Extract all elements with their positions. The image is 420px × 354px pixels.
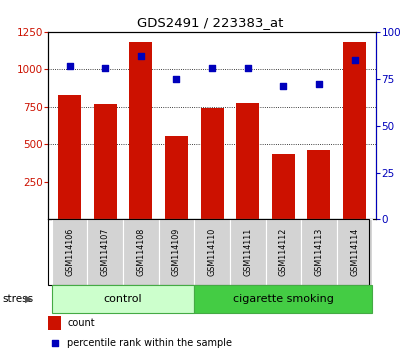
Point [102,65,109,70]
Point [315,81,322,87]
Text: GDS2491 / 223383_at: GDS2491 / 223383_at [137,16,283,29]
Text: GSM114114: GSM114114 [350,228,359,276]
Point [173,76,180,81]
Bar [200,108,224,219]
Bar [194,219,230,285]
Text: GSM114109: GSM114109 [172,228,181,276]
Text: percentile rank within the sample: percentile rank within the sample [67,338,232,348]
Bar [94,104,117,219]
Bar [230,219,265,285]
Bar [337,219,373,285]
Bar [58,95,81,219]
Text: GSM114110: GSM114110 [207,228,217,276]
Bar [123,219,159,285]
Point [137,53,144,59]
Text: stress: stress [2,294,33,304]
Bar [87,219,123,285]
Text: control: control [104,294,142,304]
Point [244,65,251,70]
Bar [194,285,373,313]
Bar [48,316,61,330]
Text: ▶: ▶ [25,294,32,304]
Text: GSM114107: GSM114107 [101,228,110,276]
Text: GSM114112: GSM114112 [279,228,288,276]
Point [51,340,58,346]
Bar [272,154,295,219]
Bar [343,42,366,219]
Bar [159,219,194,285]
Point [351,57,358,63]
Text: GSM114106: GSM114106 [65,228,74,276]
Bar [307,150,331,219]
Point [280,84,287,89]
Bar [52,219,87,285]
Point [66,63,73,68]
Bar [165,136,188,219]
Point [209,65,215,70]
Bar [301,219,337,285]
Bar [265,219,301,285]
Text: cigarette smoking: cigarette smoking [233,294,334,304]
Text: GSM114111: GSM114111 [243,228,252,276]
Bar [236,103,259,219]
Text: GSM114113: GSM114113 [315,228,323,276]
Text: GSM114108: GSM114108 [136,228,145,276]
Bar [52,285,194,313]
Text: count: count [67,318,95,328]
Bar [129,42,152,219]
